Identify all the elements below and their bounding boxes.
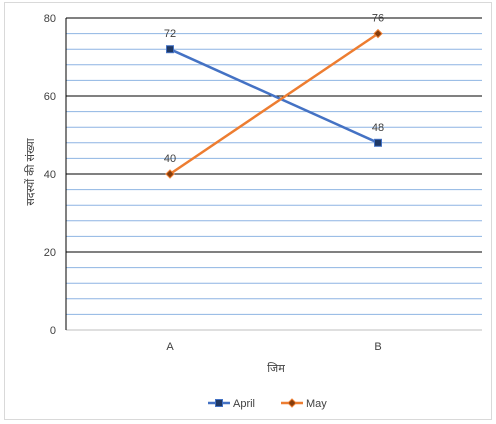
x-tick-label: B — [374, 341, 381, 353]
y-axis-tick-labels: 0 20 40 60 80 — [44, 13, 56, 337]
series-markers — [165, 28, 383, 179]
legend-marker — [215, 399, 223, 407]
data-point-marker — [165, 169, 175, 179]
y-tick-label: 80 — [44, 13, 56, 25]
y-tick-label: 60 — [44, 91, 56, 103]
minor-gridlines — [66, 33, 482, 315]
data-point-marker — [166, 45, 174, 54]
legend-label: April — [233, 398, 255, 410]
data-label: 48 — [372, 122, 384, 134]
series-line-may — [169, 32, 379, 176]
data-labels: 72 48 40 76 — [164, 13, 384, 165]
series-lines — [169, 32, 379, 176]
data-point-marker — [373, 28, 383, 39]
x-tick-label: A — [166, 341, 174, 353]
y-tick-label: 20 — [44, 247, 56, 259]
x-axis-title: जिम — [267, 362, 285, 375]
data-label: 76 — [372, 13, 384, 25]
legend: April May — [208, 398, 327, 410]
y-axis-title: सदस्यों की संख्या — [24, 138, 37, 205]
major-gridlines — [65, 17, 482, 331]
data-point-marker — [374, 138, 382, 147]
data-label: 72 — [164, 28, 176, 40]
chart-frame — [4, 2, 492, 420]
series-line-april — [169, 48, 379, 144]
legend-marker — [287, 398, 297, 408]
legend-label: May — [306, 398, 327, 410]
y-tick-label: 0 — [50, 325, 56, 337]
data-label: 40 — [164, 153, 176, 165]
y-tick-label: 40 — [44, 169, 56, 181]
